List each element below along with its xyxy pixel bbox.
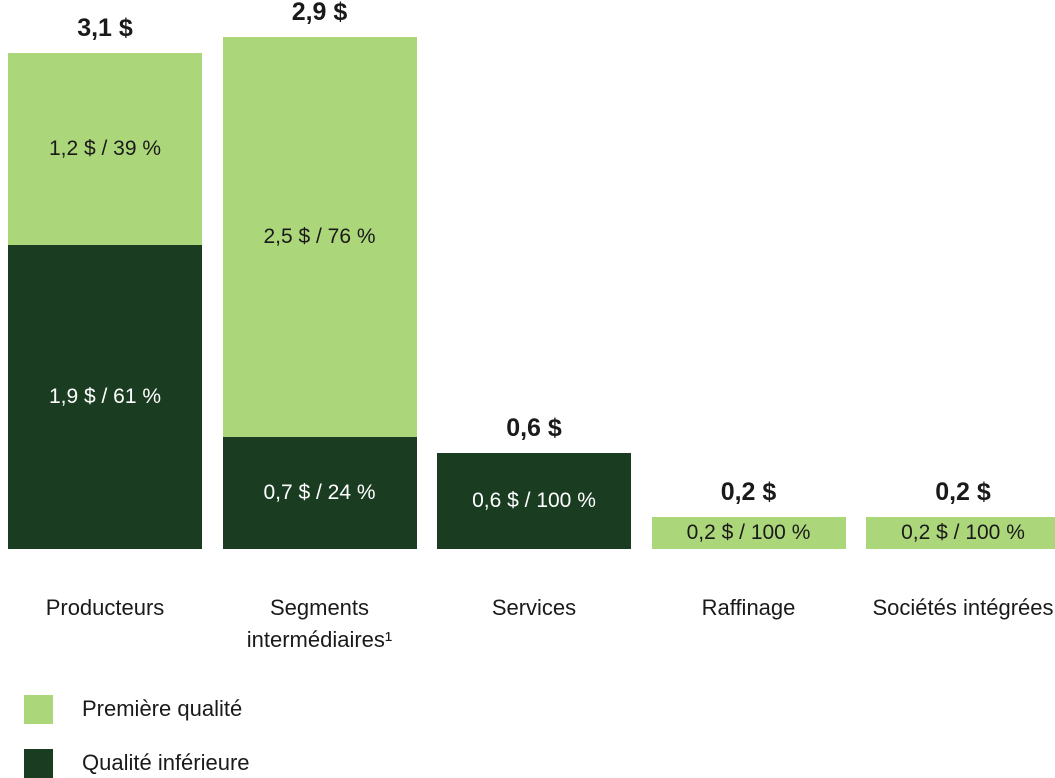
legend-swatch	[24, 695, 53, 724]
total-label: 0,2 $	[720, 478, 777, 506]
bar-segment	[8, 53, 202, 245]
value-label: 1,2 $ / 39 %	[48, 137, 162, 160]
total-label: 0,6 $	[506, 414, 562, 442]
value-label: 1,9 $ / 61 %	[48, 385, 162, 408]
bar-segment	[222, 37, 417, 437]
total-label: 2,9 $	[291, 0, 348, 26]
category-label: Producteurs	[45, 595, 165, 620]
category-label: Segments intermédiaires¹	[246, 595, 393, 652]
value-label: 0,2 $ / 100 %	[686, 521, 811, 544]
total-label: 0,2 $	[935, 478, 991, 506]
bar-segment	[8, 245, 202, 549]
category-label: Raffinage	[701, 595, 796, 620]
legend-label: Qualité inférieure	[82, 750, 250, 775]
category-label: Services	[491, 595, 577, 620]
bar-segment	[651, 517, 846, 549]
bar-segment	[866, 517, 1055, 549]
bar-segment	[437, 453, 631, 549]
value-label: 2,5 $ / 76 %	[263, 225, 376, 248]
legend-label: Première qualité	[82, 696, 243, 721]
value-label: 0,2 $ / 100 %	[901, 521, 1025, 544]
bar-segment	[222, 437, 417, 549]
total-label: 3,1 $	[77, 14, 133, 42]
category-label: Sociétés intégrées	[872, 595, 1054, 620]
value-label: 0,7 $ / 24 %	[263, 481, 376, 504]
value-label: 0,6 $ / 100 %	[472, 489, 596, 512]
legend-swatch	[24, 749, 53, 778]
